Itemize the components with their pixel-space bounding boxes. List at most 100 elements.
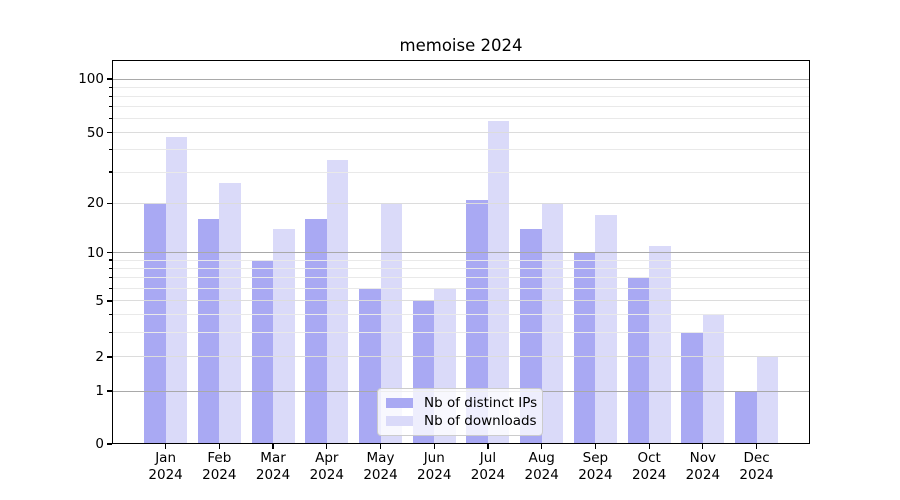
x-tick-label-mar: Mar 2024 [233, 450, 313, 483]
x-tick-label-month: Jun [423, 450, 445, 466]
x-tick-label-month: Mar [260, 450, 286, 466]
minor-gridline-6 [112, 287, 810, 289]
x-tick-label-jan: Jan 2024 [126, 450, 206, 483]
y-tick-mark-5 [107, 300, 112, 302]
bar-distinct-ips-sep [573, 252, 596, 444]
bar-downloads-apr [326, 160, 349, 444]
x-tick-label-sep: Sep 2024 [555, 450, 635, 483]
legend-label-downloads: Nb of downloads [424, 413, 537, 429]
y-tick-mark-2 [107, 356, 112, 358]
x-tick-mark-jun [433, 444, 435, 449]
x-tick-label-month: Feb [207, 450, 232, 466]
x-tick-label-month: Apr [315, 450, 339, 466]
bar-downloads-nov [702, 314, 725, 444]
x-tick-label-year: 2024 [417, 466, 452, 483]
bar-distinct-ips-oct [627, 277, 650, 444]
x-tick-label-year: 2024 [309, 466, 344, 483]
x-tick-label-jun: Jun 2024 [394, 450, 474, 483]
bar-downloads-feb [219, 183, 241, 444]
minor-gridline-9 [112, 259, 810, 261]
bar-downloads-dec [756, 357, 779, 444]
gridline-5 [112, 300, 810, 302]
y-tick-mark-0 [107, 443, 112, 445]
x-tick-label-month: Nov [689, 450, 717, 466]
bar-distinct-ips-mar [251, 260, 274, 444]
legend-label-distinct-ips: Nb of distinct IPs [424, 395, 538, 411]
spine-bottom [112, 442, 810, 444]
y-minor-tick-mark-60 [109, 117, 112, 120]
bar-distinct-ips-jan [144, 203, 166, 444]
legend-item-downloads: Nb of downloads [386, 412, 537, 430]
x-tick-label-month: Oct [637, 450, 661, 466]
x-tick-mark-feb [218, 444, 220, 449]
x-tick-mark-oct [648, 444, 650, 449]
bar-downloads-oct [649, 245, 671, 444]
x-tick-label-year: 2024 [524, 466, 559, 483]
x-tick-label-year: 2024 [470, 466, 506, 483]
bar-downloads-mar [273, 228, 295, 444]
y-tick-mark-100 [107, 78, 112, 80]
bar-distinct-ips-apr [305, 219, 327, 444]
x-tick-label-year: 2024 [631, 466, 667, 483]
x-tick-label-year: 2024 [363, 466, 398, 483]
x-tick-mark-jan [165, 444, 167, 449]
x-tick-label-month: May [366, 450, 395, 466]
bar-downloads-may [380, 203, 402, 444]
spine-left [112, 60, 114, 444]
x-tick-label-year: 2024 [578, 466, 613, 483]
x-tick-label-month: Jul [479, 450, 497, 466]
y-tick-label-20: 20 [86, 195, 104, 212]
legend-swatch-downloads [386, 416, 413, 426]
legend-item-distinct-ips: Nb of distinct IPs [386, 394, 538, 412]
y-tick-label-50: 50 [86, 124, 104, 141]
minor-gridline-8 [112, 267, 810, 269]
y-minor-tick-mark-4 [109, 314, 112, 316]
y-minor-tick-mark-6 [109, 287, 112, 289]
spine-right [808, 60, 810, 444]
x-tick-label-year: 2024 [255, 466, 291, 483]
minor-gridline-60 [112, 118, 810, 120]
y-tick-label-10: 10 [86, 244, 104, 261]
y-tick-label-0: 0 [95, 436, 104, 452]
x-tick-label-month: Jan [155, 450, 176, 466]
x-tick-mark-aug [541, 444, 543, 449]
x-tick-mark-nov [702, 444, 704, 449]
x-tick-label-oct: Oct 2024 [609, 450, 689, 483]
y-minor-tick-mark-3 [109, 331, 112, 333]
gridline-50 [112, 132, 810, 134]
minor-gridline-30 [112, 171, 810, 173]
x-tick-label-month: Sep [582, 450, 609, 466]
y-tick-mark-1 [107, 390, 112, 392]
y-tick-label-100: 100 [78, 71, 104, 87]
y-minor-tick-mark-7 [109, 276, 112, 279]
bar-distinct-ips-nov [681, 332, 703, 444]
y-tick-mark-50 [107, 132, 112, 134]
legend: Nb of distinct IPs Nb of downloads [377, 388, 543, 436]
bar-distinct-ips-dec [735, 391, 757, 444]
minor-gridline-90 [112, 86, 810, 88]
x-tick-mark-sep [594, 444, 596, 449]
plot-area [107, 60, 810, 449]
x-tick-label-jul: Jul 2024 [448, 450, 528, 483]
bar-downloads-aug [541, 203, 564, 444]
x-tick-label-year: 2024 [148, 466, 183, 483]
x-tick-label-year: 2024 [685, 466, 721, 483]
bar-distinct-ips-jul [466, 199, 488, 444]
y-tick-label-5: 5 [95, 292, 104, 309]
minor-gridline-7 [112, 277, 810, 279]
gridline-10 [112, 252, 810, 254]
y-tick-label-1: 1 [95, 383, 104, 399]
y-minor-tick-mark-30 [109, 171, 112, 173]
y-minor-tick-mark-70 [109, 106, 112, 108]
x-tick-mark-dec [755, 444, 758, 449]
gridline-2 [112, 356, 810, 358]
gridline-20 [112, 202, 810, 204]
x-tick-label-aug: Aug 2024 [502, 450, 582, 483]
bar-downloads-jan [165, 137, 188, 444]
x-tick-mark-jul [487, 444, 489, 449]
legend-swatch-distinct-ips [386, 398, 413, 408]
y-minor-tick-mark-90 [109, 86, 112, 88]
x-tick-label-month: Aug [528, 450, 555, 466]
gridline-100 [112, 78, 810, 80]
y-tick-mark-10 [107, 252, 112, 254]
